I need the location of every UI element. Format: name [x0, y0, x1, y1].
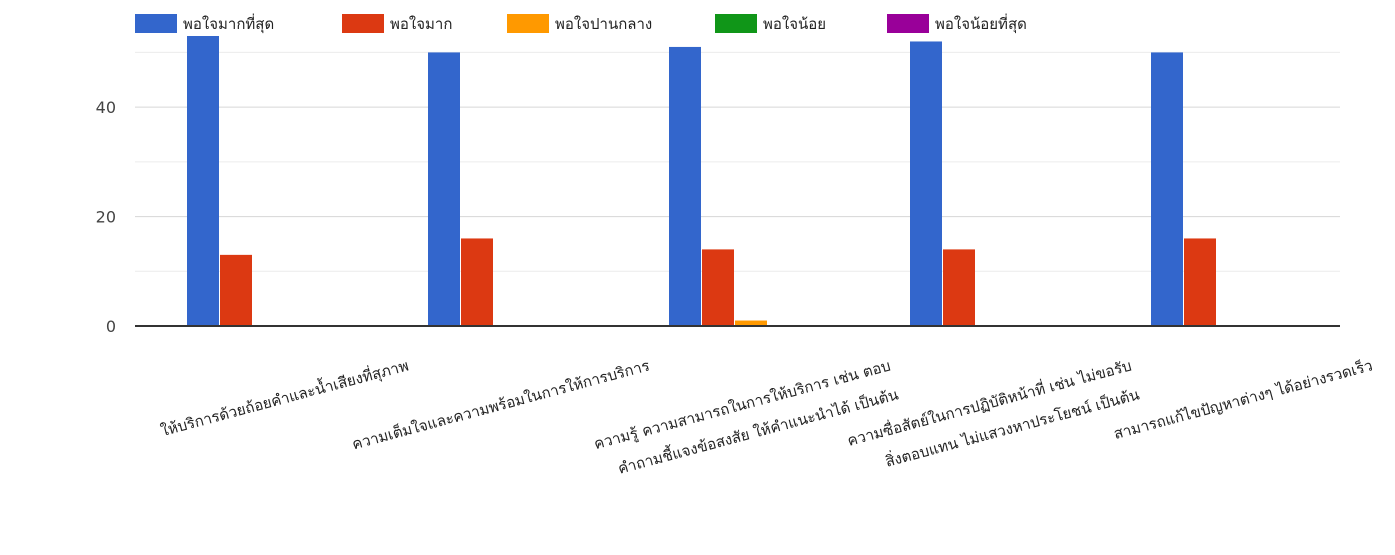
- legend-swatch: [135, 14, 177, 33]
- bar[interactable]: [943, 249, 975, 326]
- y-tick-label: 40: [96, 98, 116, 117]
- legend-item[interactable]: พอใจมาก: [342, 14, 452, 33]
- x-axis-labels: ให้บริการด้วยถ้อยคำและน้ำเสียงที่สุภาพคว…: [158, 355, 1375, 478]
- bar[interactable]: [461, 238, 493, 326]
- y-tick-label: 20: [96, 208, 116, 227]
- legend-item[interactable]: พอใจปานกลาง: [507, 14, 652, 33]
- bar[interactable]: [428, 52, 460, 326]
- legend-swatch: [887, 14, 929, 33]
- legend-label: พอใจมาก: [390, 15, 452, 33]
- legend[interactable]: พอใจมากที่สุด พอใจมาก พอใจปานกลาง พอใจน้อย พ…: [135, 13, 1027, 34]
- legend-label: พอใจปานกลาง: [555, 15, 652, 33]
- x-category-label: ให้บริการด้วยถ้อยคำและน้ำเสียงที่สุภาพ: [158, 355, 411, 442]
- y-axis-ticks: 0 20 40: [96, 98, 116, 336]
- legend-item[interactable]: พอใจมากที่สุด: [135, 13, 274, 34]
- legend-swatch: [715, 14, 757, 33]
- y-tick-label: 0: [106, 317, 116, 336]
- x-category-label-line: สามารถแก้ไขปัญหาต่างๆ ได้อย่างรวดเร็ว: [1112, 356, 1375, 444]
- bar[interactable]: [735, 320, 767, 326]
- bars: [187, 36, 1216, 327]
- legend-label: พอใจมากที่สุด: [183, 13, 274, 34]
- bar[interactable]: [910, 41, 942, 326]
- x-category-label-line: ให้บริการด้วยถ้อยคำและน้ำเสียงที่สุภาพ: [158, 355, 411, 442]
- bar[interactable]: [220, 254, 252, 326]
- legend-label: พอใจน้อยที่สุด: [935, 13, 1027, 34]
- bar[interactable]: [1151, 52, 1183, 326]
- legend-label: พอใจน้อย: [763, 15, 826, 33]
- legend-item[interactable]: พอใจน้อยที่สุด: [887, 13, 1027, 34]
- bar[interactable]: [669, 46, 701, 327]
- legend-swatch: [342, 14, 384, 33]
- legend-item[interactable]: พอใจน้อย: [715, 14, 826, 33]
- bar[interactable]: [187, 36, 219, 326]
- gridlines: [135, 51, 1340, 272]
- bar[interactable]: [702, 249, 734, 326]
- x-category-label: สามารถแก้ไขปัญหาต่างๆ ได้อย่างรวดเร็ว: [1112, 356, 1375, 444]
- legend-swatch: [507, 14, 549, 33]
- bar[interactable]: [1184, 238, 1216, 326]
